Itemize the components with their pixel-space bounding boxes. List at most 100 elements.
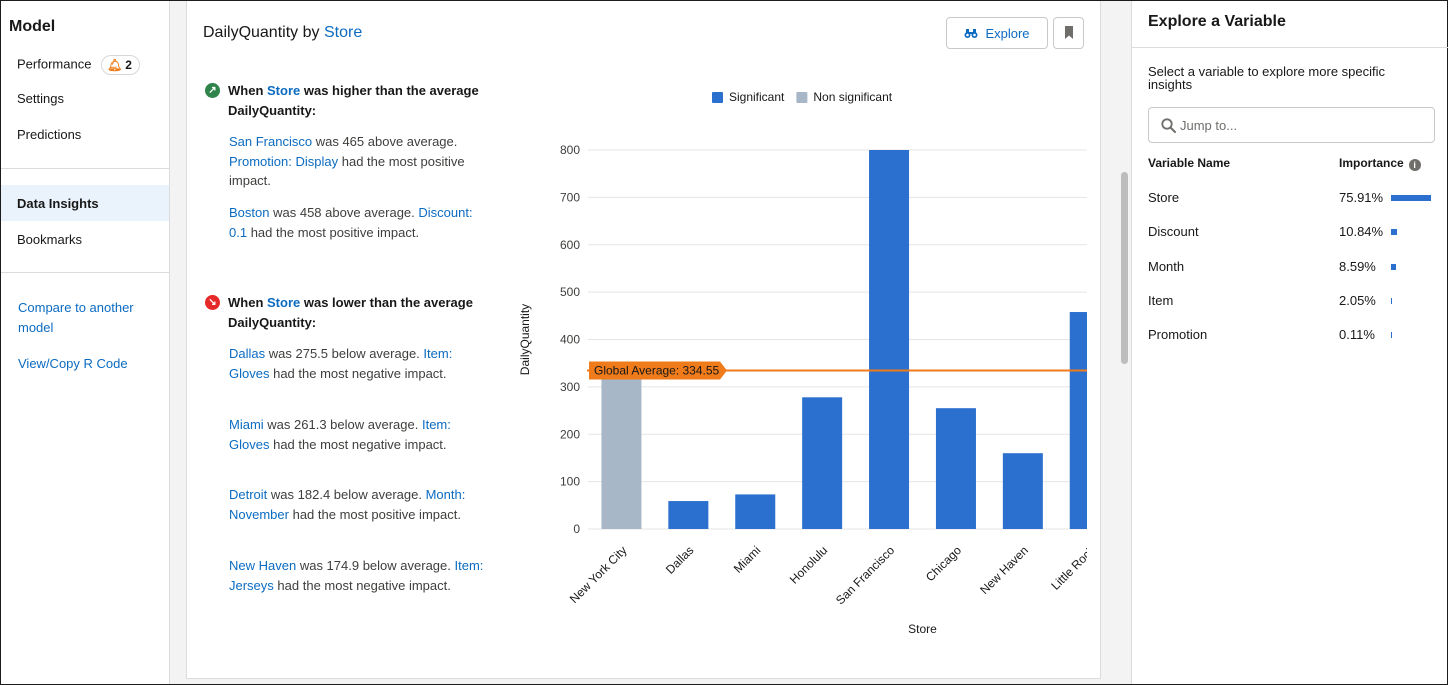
divider — [1, 168, 169, 169]
x-tick-label: Dallas — [663, 543, 696, 576]
legend-swatch — [712, 92, 723, 103]
y-tick-label: 300 — [560, 380, 580, 394]
info-icon[interactable]: i — [1408, 159, 1421, 171]
lower-insight-heading: ↘ When Store was lower than the average … — [205, 293, 505, 333]
x-tick-label: New Haven — [977, 543, 1031, 597]
search-input[interactable] — [1180, 117, 1420, 133]
factor-link[interactable]: Item: Jerseys — [229, 558, 484, 593]
x-tick-label: Chicago — [923, 543, 964, 584]
importance-bar — [1391, 297, 1393, 304]
importance-bar — [1391, 332, 1392, 339]
y-axis-label: DailyQuantity — [518, 304, 532, 375]
factor-link[interactable]: Promotion: Display — [229, 153, 339, 169]
heading-text: was lower than the average DailyQuantity… — [228, 295, 473, 330]
higher-insight-heading: ↗ When Store was higher than the average… — [205, 81, 505, 121]
view-r-code-link[interactable]: View/Copy R Code — [18, 356, 128, 371]
sidebar-title: Model — [9, 18, 56, 35]
sidebar-item-predictions[interactable]: Predictions — [17, 127, 82, 142]
explore-button[interactable]: Explore — [946, 17, 1048, 49]
divider — [1, 272, 169, 273]
global-average-tag — [589, 361, 727, 380]
sidebar-item-performance[interactable]: Performance 🔔︎ 2 — [17, 55, 140, 75]
title-variable[interactable]: Store — [323, 24, 363, 41]
search-icon — [1161, 117, 1176, 133]
insight-stat: was 275.5 below average. — [268, 346, 420, 361]
insight-stat: was 465 above average. — [315, 134, 458, 149]
insight-effect: had the most negative impact. — [273, 365, 447, 381]
variable-name[interactable]: Month — [1148, 258, 1185, 274]
x-axis-label: Store — [908, 622, 937, 636]
variable-name[interactable]: Store — [1148, 190, 1180, 205]
variable-row[interactable]: Promotion 0.11% — [1148, 327, 1436, 347]
y-tick-label: 600 — [560, 238, 580, 252]
insight-effect: had the most positive impact. — [250, 224, 420, 240]
search-box[interactable] — [1148, 107, 1435, 143]
panel-title: Explore a Variable — [1148, 13, 1286, 30]
insight-item: Boston was 458 above average. Discount: … — [229, 203, 489, 242]
y-tick-label: 0 — [573, 522, 580, 536]
insight-effect: had the most negative impact. — [273, 436, 447, 452]
variable-row[interactable]: Item 2.05% — [1148, 293, 1436, 313]
sidebar-item-label: Performance — [17, 56, 92, 72]
bar-dallas — [668, 501, 709, 529]
importance-bar — [1391, 229, 1397, 236]
factor-link[interactable]: Item: Gloves — [229, 417, 451, 452]
entity-link[interactable]: Boston — [229, 205, 270, 220]
variable-row[interactable]: Discount 10.84% — [1148, 224, 1436, 244]
bar-san-francisco — [869, 150, 910, 529]
heading-variable[interactable]: Store — [267, 295, 301, 310]
insight-effect: had the most negative impact. — [277, 577, 451, 593]
x-tick-label: Little Rock — [1048, 543, 1087, 593]
notification-badge[interactable]: 🔔︎ 2 — [101, 55, 140, 75]
bar-honolulu — [802, 397, 843, 529]
heading-variable[interactable]: Store — [267, 83, 301, 98]
factor-link[interactable]: Item: Gloves — [229, 346, 453, 381]
insight-stat: was 458 above average. — [273, 205, 415, 220]
x-tick-label: New York City — [567, 543, 630, 606]
factor-link[interactable]: Month: November — [229, 487, 466, 522]
entity-link[interactable]: Dallas — [229, 346, 266, 361]
explore-label: Explore — [985, 25, 1030, 41]
variable-row[interactable]: Store 75.91% — [1148, 190, 1436, 210]
insight-item: Detroit was 182.4 below average. Month: … — [229, 485, 489, 524]
y-tick-label: 800 — [560, 143, 580, 157]
arrow-down-right-icon: ↘ — [205, 295, 220, 310]
global-average-label: Global Average: 334.55 — [594, 364, 720, 378]
y-tick-label: 200 — [560, 427, 580, 441]
insight-effect: had the most positive impact. — [229, 153, 465, 189]
importance-value: 0.11% — [1339, 327, 1375, 343]
sidebar-item-bookmarks[interactable]: Bookmarks — [17, 232, 83, 247]
entity-link[interactable]: Miami — [229, 417, 264, 432]
importance-value: 8.59% — [1339, 258, 1376, 274]
sidebar-item-settings[interactable]: Settings — [17, 91, 64, 106]
bell-icon: 🔔︎ — [107, 58, 123, 72]
y-tick-label: 500 — [560, 285, 580, 299]
compare-model-link[interactable]: Compare to another model — [18, 300, 134, 335]
variable-name[interactable]: Discount — [1148, 224, 1199, 240]
x-tick-label: San Francisco — [833, 543, 897, 607]
bookmark-button[interactable] — [1053, 17, 1084, 49]
factor-link[interactable]: Discount: 0.1 — [229, 205, 473, 240]
importance-bar — [1391, 195, 1431, 201]
variable-name[interactable]: Promotion — [1148, 327, 1208, 343]
entity-link[interactable]: New Haven — [229, 558, 297, 573]
variable-row[interactable]: Month 8.59% — [1148, 259, 1436, 279]
insight-stat: was 261.3 below average. — [267, 417, 419, 432]
explore-variable-panel: Explore a Variable Select a variable to … — [1131, 1, 1448, 684]
sidebar: Model Performance 🔔︎ 2 Settings Predicti… — [1, 1, 170, 684]
importance-value: 75.91% — [1339, 190, 1384, 205]
legend-label: Significant — [729, 90, 785, 104]
column-header-importance: Importance i — [1339, 156, 1421, 171]
variable-name[interactable]: Item — [1148, 292, 1174, 308]
insight-item: Miami was 261.3 below average. Item: Glo… — [229, 415, 489, 454]
entity-link[interactable]: Detroit — [229, 487, 268, 502]
insight-item: San Francisco was 465 above average. Pro… — [229, 132, 489, 191]
scrollbar-thumb[interactable] — [1121, 172, 1128, 364]
arrow-up-right-icon: ↗ — [205, 83, 220, 98]
divider — [1132, 47, 1448, 48]
bookmark-icon — [1064, 26, 1073, 39]
legend-swatch — [796, 92, 808, 103]
title-measure: DailyQuantity — [203, 24, 299, 41]
sidebar-item-data-insights[interactable]: Data Insights — [17, 196, 99, 211]
entity-link[interactable]: San Francisco — [229, 134, 313, 149]
